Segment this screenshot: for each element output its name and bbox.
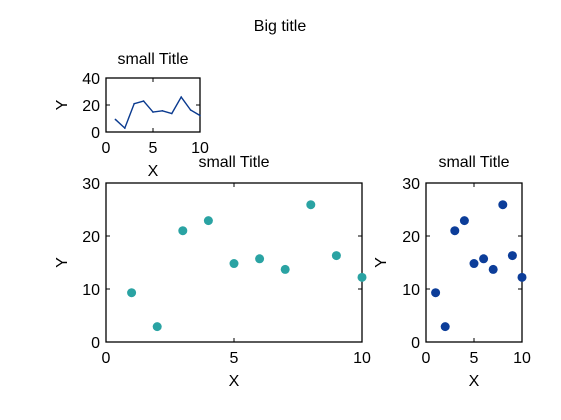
subplot-2-scatter-point (450, 226, 460, 236)
subplot-2-scatter-point (488, 264, 498, 274)
subplot-0-x-axis-label: X (148, 163, 159, 180)
figure-suptitle: Big title (254, 18, 307, 35)
subplot-1-scatter-point (280, 264, 290, 274)
subplot-0-x-tick-label: 10 (191, 140, 209, 157)
subplot-1-scatter-point (357, 272, 367, 282)
subplot-2-scatter-point (507, 251, 517, 261)
subplot-2-y-tick-label: 30 (402, 176, 420, 193)
subplot-0-data-point (180, 96, 182, 98)
subplot-0-y-tick-label: 0 (91, 125, 100, 142)
subplot-2-scatter-point (479, 254, 489, 264)
subplot-bottom-left: small Title 0 5 10 0 10 20 30 X Y (54, 154, 371, 390)
subplot-1-scatter-point (255, 254, 265, 264)
subplot-2-x-tick-label: 0 (422, 350, 431, 367)
subplot-1-y-tick-label: 20 (82, 229, 100, 246)
subplot-2-y-tick-label: 10 (402, 282, 420, 299)
subplot-2-scatter-point (469, 259, 479, 269)
subplot-0-data-point (161, 110, 164, 112)
subplot-0-x-tick-label: 5 (149, 140, 158, 157)
subplot-1-y-tick-label: 0 (91, 335, 100, 352)
subplot-1-x-tick-label: 10 (353, 350, 371, 367)
subplot-2-title: small Title (438, 154, 509, 171)
subplot-0-data-point (171, 112, 173, 115)
subplot-0-title: small Title (117, 51, 188, 68)
subplot-0-data-point (114, 118, 117, 121)
subplot-1-scatter-point (152, 322, 162, 332)
subplot-1-scatter-point (229, 259, 239, 269)
subplot-1-y-tick-label: 10 (82, 282, 100, 299)
subplot-1-scatter-point (331, 251, 341, 261)
subplot-2-scatter-point (498, 200, 508, 210)
subplot-2-y-tick-label: 0 (411, 335, 420, 352)
subplot-0-data-point (133, 102, 135, 105)
subplot-2-y-tick-label: 20 (402, 229, 420, 246)
subplot-2-x-axis-label: X (469, 373, 480, 390)
subplot-0-data-point (152, 111, 154, 113)
subplot-2-x-tick-label: 10 (513, 350, 531, 367)
subplot-1-x-tick-label: 5 (230, 350, 239, 367)
subplot-0-data-point (124, 127, 126, 129)
subplot-bottom-right: small Title 0 5 10 0 10 20 30 X Y (373, 154, 531, 390)
subplot-1-scatter-point (203, 216, 213, 226)
subplot-2-x-tick-label: 5 (470, 350, 479, 367)
subplot-2-y-axis-label: Y (373, 257, 390, 268)
subplot-2-scatter-point (431, 288, 441, 298)
subplot-0-series-line (114, 95, 201, 130)
subplot-1-x-tick-label: 0 (102, 350, 111, 367)
subplot-0-data-point (199, 114, 201, 117)
subplot-1-x-axis-label: X (229, 373, 240, 390)
subplot-0-x-tick-label: 0 (102, 140, 111, 157)
subplot-2-scatter-point (440, 322, 450, 332)
subplot-0-data-point (189, 109, 192, 111)
subplot-0-y-tick-label: 40 (82, 71, 100, 88)
subplot-1-scatter-point (127, 288, 137, 298)
subplot-2-scatter-point (459, 216, 469, 226)
subplot-1-y-tick-label: 30 (82, 176, 100, 193)
subplot-2-scatter-point (517, 272, 527, 282)
subplot-0-data-point (142, 100, 145, 102)
subplot-1-title: small Title (198, 154, 269, 171)
subplot-1-scatter-point (178, 226, 188, 236)
subplot-1-scatter-point (306, 200, 316, 210)
subplot-0-y-axis-label: Y (54, 99, 71, 110)
subplot-0-y-tick-label: 20 (82, 98, 100, 115)
subplot-top-left: small Title 0 5 10 0 20 40 X Y (54, 51, 209, 180)
subplot-1-y-axis-label: Y (54, 257, 71, 268)
